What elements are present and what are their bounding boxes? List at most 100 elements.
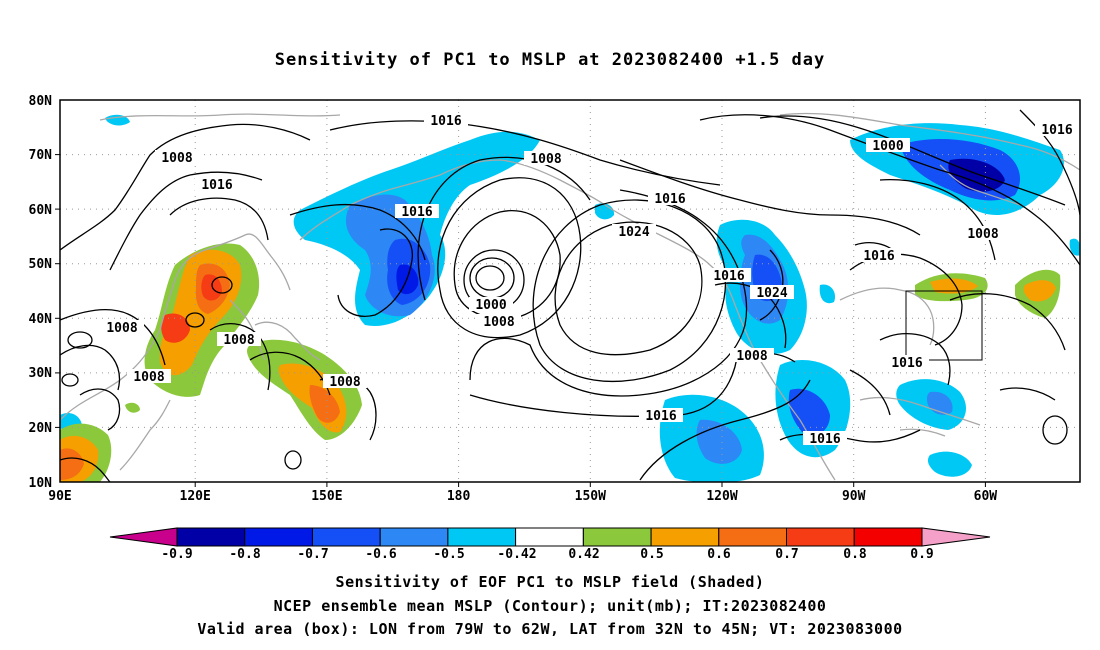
colorbar: -0.9 -0.8 -0.7 -0.6 -0.5 -0.42 0.42 0.5 … [109, 527, 991, 562]
positive-sensitivity-region [1023, 280, 1056, 302]
lat-label-70n: 70N [29, 148, 53, 163]
isobar-label: 1016 [195, 177, 239, 193]
positive-sensitivity-region [201, 274, 222, 301]
colorbar-label: 0.7 [775, 547, 798, 562]
isobar-label-text: 1008 [133, 370, 164, 385]
isobar-label-text: 1024 [756, 286, 787, 301]
isobar-label: 1008 [127, 369, 171, 385]
isobar-label: 1016 [1035, 122, 1079, 138]
colorbar-label: 0.9 [910, 547, 933, 562]
map-title: Sensitivity of PC1 to MSLP at 2023082400… [274, 50, 826, 70]
colorbar-cells [176, 527, 923, 547]
colorbar-cell [515, 527, 584, 547]
isobar-label: 1008 [155, 150, 199, 166]
isobar-label-text: 1016 [891, 356, 922, 371]
isobar-label: 1008 [730, 348, 774, 364]
lon-label-120w: 120W [706, 489, 737, 504]
colorbar-label: -0.6 [365, 547, 396, 562]
isobar-label-text: 1008 [223, 333, 254, 348]
isobar-label-text: 1008 [736, 349, 767, 364]
isobar-label-text: 1008 [106, 321, 137, 336]
isobar-label: 1008 [524, 151, 568, 167]
isobar-label-text: 1016 [713, 269, 744, 284]
isobar-label: 1016 [885, 355, 929, 371]
isobar-label-text: 1016 [654, 192, 685, 207]
isobar-label: 1016 [803, 431, 847, 447]
colorbar-cell [312, 527, 381, 547]
lon-label-150e: 150E [311, 489, 342, 504]
lat-label-10n: 10N [29, 476, 53, 491]
isobar-label: 1008 [961, 226, 1005, 242]
lon-label-150w: 150W [575, 489, 606, 504]
isobar-label: 1008 [323, 374, 367, 390]
lon-label-60w: 60W [974, 489, 998, 504]
isobar-label: 1016 [424, 113, 468, 129]
lat-label-20n: 20N [29, 421, 53, 436]
lat-label-80n: 80N [29, 94, 53, 109]
longitude-labels: 90E 120E 150E 180 150W 120W 90W 60W [48, 489, 997, 504]
isobar-label-text: 1016 [645, 409, 676, 424]
lon-label-90w: 90W [842, 489, 866, 504]
isobar-label: 1000 [469, 297, 513, 313]
isobar-label-text: 1008 [329, 375, 360, 390]
negative-sensitivity-region [927, 451, 972, 477]
isobar-label-text: 1016 [430, 114, 461, 129]
tick-marks [55, 154, 986, 487]
colorbar-cell [379, 527, 449, 547]
colorbar-label: -0.7 [297, 547, 328, 562]
colorbar-right-tip [921, 527, 991, 547]
isobar-label-text: 1008 [967, 227, 998, 242]
isobar-label: 1016 [395, 204, 439, 220]
colorbar-label: 0.5 [640, 547, 663, 562]
colorbar-labels: -0.9 -0.8 -0.7 -0.6 -0.5 -0.42 0.42 0.5 … [161, 547, 933, 562]
lon-label-180: 180 [447, 489, 471, 504]
colorbar-cell [650, 527, 720, 547]
lat-label-30n: 30N [29, 366, 53, 381]
positive-sensitivity-region [161, 313, 190, 343]
isobar-label: 1008 [217, 332, 261, 348]
isobar-label-text: 1008 [530, 152, 561, 167]
positive-sensitivity-region [60, 448, 84, 480]
isobar-label: 1016 [648, 191, 692, 207]
positive-sensitivity-region [309, 385, 340, 423]
isobar-label-text: 1016 [201, 178, 232, 193]
isobar-label: 1008 [100, 320, 144, 336]
isobar-label-text: 1024 [618, 225, 649, 240]
isobar-label-text: 1016 [1041, 123, 1072, 138]
colorbar-label: 0.8 [843, 547, 867, 562]
colorbar-label: 0.42 [568, 547, 599, 562]
colorbar-cell [718, 527, 787, 547]
isobar-label-text: 1000 [872, 139, 903, 154]
isobar-label: 1016 [857, 248, 901, 264]
lon-label-90e: 90E [48, 489, 71, 504]
isobar-label: 1008 [477, 314, 521, 330]
caption-valid-area: Valid area (box): LON from 79W to 62W, L… [197, 620, 903, 638]
caption-shading: Sensitivity of EOF PC1 to MSLP field (Sh… [335, 573, 765, 591]
isobar-label-text: 1008 [161, 151, 192, 166]
colorbar-cell [786, 527, 855, 547]
colorbar-cell [853, 527, 923, 547]
lat-label-50n: 50N [29, 257, 53, 272]
isobar-label-text: 1016 [809, 432, 840, 447]
colorbar-label: 0.6 [707, 547, 731, 562]
colorbar-left-tip [109, 527, 178, 547]
isobar-label-text: 1008 [483, 315, 514, 330]
colorbar-cell [582, 527, 652, 547]
colorbar-label: -0.9 [161, 547, 192, 562]
isobar-labels: 1016 1008 1016 1008 1016 1016 1024 1008 … [100, 113, 1079, 447]
latitude-labels: 80N 70N 60N 50N 40N 30N 20N 10N [29, 94, 53, 491]
lat-label-60n: 60N [29, 203, 53, 218]
isobar-label-text: 1000 [475, 298, 506, 313]
colorbar-cell [244, 527, 313, 547]
negative-sensitivity-region [819, 284, 836, 304]
colorbar-label: -0.8 [229, 547, 260, 562]
colorbar-label: -0.5 [433, 547, 464, 562]
plot-frame [59, 99, 1081, 483]
lat-label-40n: 40N [29, 312, 53, 327]
isobar-label: 1000 [866, 138, 910, 154]
isobar-label: 1024 [612, 224, 656, 240]
isobar-label: 1024 [750, 285, 794, 301]
valid-area-box [905, 290, 983, 361]
positive-sensitivity-region [125, 402, 140, 413]
